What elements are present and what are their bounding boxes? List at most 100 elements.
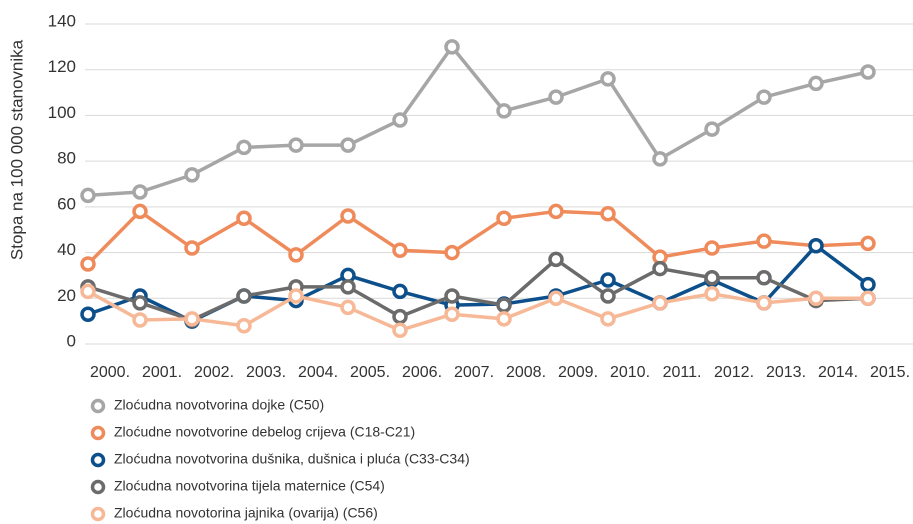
- x-tick-label: 2000.: [90, 364, 130, 381]
- data-point: [392, 308, 408, 325]
- data-point: [548, 89, 564, 105]
- legend-label: Zloćudne novotvorine debelog crijeva (C1…: [114, 424, 415, 440]
- data-point: [392, 112, 408, 128]
- x-tick-label: 2007.: [454, 364, 494, 381]
- legend-label: Zloćudna novotvorina dušnika, dušnica i …: [114, 451, 470, 467]
- x-tick-label: 2014.: [818, 364, 858, 381]
- legend-label: Zloćudna novotvorina tijela maternice (C…: [114, 478, 385, 494]
- legend-marker: [90, 506, 106, 522]
- data-point: [444, 288, 460, 304]
- data-point: [704, 121, 720, 137]
- x-tick-label: 2008.: [506, 364, 546, 381]
- y-tick-label: 60: [57, 194, 76, 213]
- data-point: [288, 288, 304, 304]
- data-point: [600, 272, 616, 288]
- x-tick-label: 2012.: [714, 364, 754, 381]
- data-point: [132, 184, 148, 200]
- data-point: [756, 269, 772, 286]
- series-line: [86, 209, 869, 266]
- data-point: [756, 233, 772, 249]
- data-point: [236, 288, 252, 304]
- data-point: [600, 205, 616, 222]
- y-axis-label: Stopa na 100 000 stanovnika: [7, 39, 26, 260]
- data-point: [444, 306, 460, 323]
- x-tick-label: 2004.: [298, 364, 338, 381]
- data-point: [704, 285, 720, 302]
- x-tick-label: 2010.: [610, 364, 650, 381]
- x-tick-label: 2006.: [402, 364, 442, 381]
- data-point: [184, 240, 200, 256]
- x-tick-label: 2003.: [246, 364, 286, 381]
- data-point: [704, 240, 720, 256]
- data-point: [340, 137, 356, 153]
- data-point: [496, 311, 512, 327]
- y-tick-label: 20: [57, 286, 76, 305]
- data-point: [80, 283, 96, 300]
- series: [80, 203, 876, 272]
- series-line: [87, 257, 869, 322]
- data-point: [392, 283, 408, 300]
- x-tick-label: 2001.: [142, 364, 182, 381]
- data-point: [392, 242, 408, 259]
- data-point: [860, 64, 876, 80]
- data-point: [808, 75, 824, 92]
- data-point: [652, 260, 668, 277]
- legend-label: Zloćudna novotvorina dojke (C50): [114, 397, 324, 413]
- data-point: [860, 235, 876, 252]
- data-point: [444, 39, 460, 55]
- data-point: [132, 295, 148, 311]
- data-point: [340, 299, 356, 316]
- y-tick-label: 80: [57, 149, 76, 168]
- data-point: [80, 306, 96, 323]
- data-point: [288, 137, 304, 153]
- legend-label: Zloćudna novotorina jajnika (ovarija) (C…: [114, 505, 378, 521]
- data-point: [496, 210, 512, 227]
- x-tick-label: 2011.: [663, 364, 702, 381]
- data-point: [184, 167, 200, 183]
- y-tick-label: 140: [48, 11, 76, 30]
- data-point: [808, 290, 824, 307]
- data-point: [236, 139, 252, 156]
- data-point: [80, 256, 96, 272]
- data-point: [184, 311, 200, 327]
- y-tick-label: 100: [48, 103, 76, 122]
- x-tick-label: 2005.: [350, 364, 390, 381]
- data-point: [132, 203, 148, 220]
- x-tick-label: 2002.: [194, 364, 234, 381]
- y-tick-label: 40: [57, 240, 76, 259]
- data-point: [496, 103, 512, 119]
- data-point: [340, 279, 356, 295]
- data-point: [756, 89, 772, 105]
- data-point: [80, 187, 96, 204]
- series-line: [87, 289, 868, 333]
- x-tick-label: 2015.: [870, 364, 910, 381]
- data-point: [548, 290, 564, 307]
- data-point: [600, 71, 616, 87]
- series-line: [87, 243, 870, 323]
- data-point: [236, 210, 252, 227]
- data-point: [236, 317, 252, 334]
- legend-marker: [90, 479, 106, 495]
- series: [80, 39, 876, 204]
- data-point: [600, 288, 616, 304]
- legend-marker: [90, 452, 106, 468]
- data-point: [496, 297, 512, 313]
- data-point: [288, 247, 304, 263]
- data-point: [444, 244, 460, 261]
- data-point: [548, 251, 564, 268]
- legend-marker: [90, 425, 106, 441]
- data-point: [340, 208, 356, 224]
- data-point: [860, 276, 876, 293]
- y-tick-label: 120: [48, 57, 76, 76]
- data-point: [600, 311, 616, 327]
- data-point: [392, 322, 408, 339]
- data-point: [652, 295, 668, 311]
- x-tick-label: 2009.: [558, 364, 598, 381]
- legend-marker: [90, 398, 106, 414]
- data-point: [860, 290, 876, 307]
- series-line: [87, 45, 869, 198]
- data-point: [808, 237, 824, 254]
- data-point: [704, 269, 720, 286]
- data-point: [548, 203, 564, 220]
